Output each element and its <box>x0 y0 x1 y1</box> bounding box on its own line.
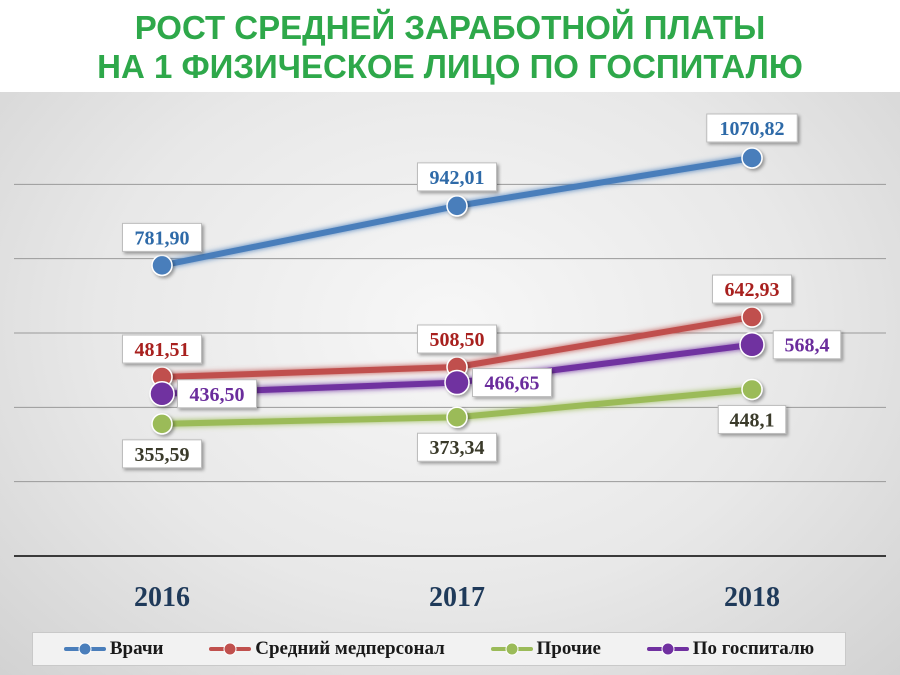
legend-dot <box>223 642 237 656</box>
chart-title: РОСТ СРЕДНЕЙ ЗАРАБОТНОЙ ПЛАТЫ НА 1 ФИЗИЧ… <box>0 8 900 86</box>
x-tick-label: 2017 <box>429 582 485 613</box>
data-label: 942,01 <box>417 162 497 192</box>
title-band: РОСТ СРЕДНЕЙ ЗАРАБОТНОЙ ПЛАТЫ НА 1 ФИЗИЧ… <box>0 0 900 92</box>
data-point <box>151 254 173 277</box>
legend-item-средний-медперсонал: Средний медперсонал <box>209 638 445 660</box>
data-label: 568,4 <box>772 330 842 360</box>
data-label-text: 942,01 <box>430 167 485 189</box>
legend: Врачи Средний медперсонал Прочие По госпита… <box>32 632 846 666</box>
data-label-box <box>417 162 497 192</box>
data-label-text: 448,1 <box>730 409 775 431</box>
legend-dot <box>661 642 675 656</box>
legend-dot <box>78 642 92 656</box>
data-label: 781,90 <box>122 222 202 252</box>
data-point <box>444 369 470 396</box>
legend-dot <box>505 642 519 656</box>
legend-item-прочие: Прочие <box>490 638 601 660</box>
data-point <box>446 406 468 428</box>
data-point <box>739 331 765 358</box>
data-label-box <box>122 439 202 469</box>
data-label-box <box>122 334 202 364</box>
legend-item-врачи: Врачи <box>63 638 164 660</box>
data-label-box <box>472 368 552 398</box>
data-label: 466,65 <box>472 368 552 398</box>
x-tick-label: 2018 <box>724 582 780 613</box>
data-label-box <box>417 432 497 462</box>
data-point <box>149 381 175 407</box>
legend-item-по-госпиталю: По госпиталю <box>646 638 815 660</box>
legend-marker-icon <box>209 642 252 656</box>
legend-marker-icon <box>490 642 533 656</box>
data-point <box>151 413 173 435</box>
legend-label: Средний медперсонал <box>255 638 445 659</box>
data-label-box <box>177 379 257 409</box>
data-label: 642,93 <box>712 274 792 304</box>
data-point <box>446 195 468 217</box>
title-line-1: РОСТ СРЕДНЕЙ ЗАРАБОТНОЙ ПЛАТЫ <box>134 9 766 46</box>
data-label-text: 781,90 <box>135 227 190 249</box>
data-label-text: 508,50 <box>430 329 485 351</box>
data-label-box <box>122 222 202 252</box>
data-label: 436,50 <box>177 379 257 409</box>
data-label-box <box>417 324 497 354</box>
data-label: 448,1 <box>717 404 787 434</box>
data-label-text: 436,50 <box>190 384 245 406</box>
legend-label: По госпиталю <box>692 638 815 659</box>
legend-label: Врачи <box>109 638 164 659</box>
legend-marker-icon <box>63 642 106 656</box>
data-label-box <box>717 404 787 434</box>
data-label-text: 642,93 <box>725 279 780 301</box>
data-point <box>741 147 763 169</box>
data-labels: 781,90 942,01 1070,82 481,51 508,50 642,93 355… <box>122 113 842 469</box>
data-label-text: 355,59 <box>135 444 190 466</box>
title-line-2: НА 1 ФИЗИЧЕСКОЕ ЛИЦО ПО ГОСПИТАЛЮ <box>97 48 803 85</box>
data-label-text: 1070,82 <box>720 118 785 140</box>
data-label-box <box>712 274 792 304</box>
data-label-text: 466,65 <box>485 373 540 395</box>
data-label: 1070,82 <box>706 113 798 143</box>
data-label-text: 481,51 <box>135 339 190 361</box>
data-point <box>741 306 763 328</box>
data-label: 355,59 <box>122 439 202 469</box>
legend-label: Прочие <box>536 638 601 659</box>
data-label: 373,34 <box>417 432 497 462</box>
data-label-box <box>772 330 842 360</box>
data-label-text: 568,4 <box>785 335 830 357</box>
data-point <box>741 378 763 401</box>
x-axis-ticks: 2016 2017 2018 <box>134 582 780 613</box>
data-label-text: 373,34 <box>430 437 485 459</box>
data-label: 508,50 <box>417 324 497 354</box>
data-label: 481,51 <box>122 334 202 364</box>
legend-marker-icon <box>646 642 689 656</box>
data-label-box <box>706 113 798 143</box>
data-points <box>149 147 765 435</box>
x-tick-label: 2016 <box>134 582 190 613</box>
